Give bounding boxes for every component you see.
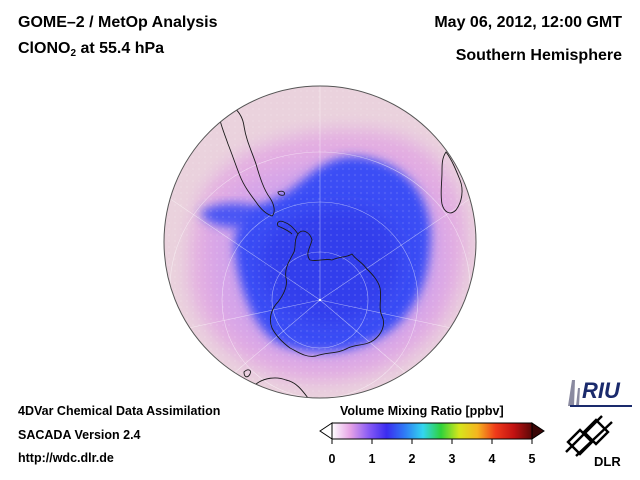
- dlr-logo-mark: [565, 415, 613, 457]
- africa-coast: [440, 151, 463, 214]
- colorbar-tick-label-3: 3: [448, 452, 456, 466]
- colorbar-under-arrow: [319, 422, 333, 440]
- species-subscript: 2: [70, 48, 77, 59]
- new-zealand-coast: [243, 369, 251, 378]
- colorbar-tick-marks: [331, 439, 533, 444]
- riu-logo: RIU: [568, 378, 632, 407]
- colorbar-title: Volume Mixing Ratio [ppbv]: [340, 404, 504, 418]
- antarctic-peninsula: [277, 220, 299, 235]
- globe-outline: [163, 85, 477, 399]
- map-title: GOME–2 / MetOp Analysis: [18, 14, 218, 31]
- dlr-logo: DLR: [565, 415, 621, 468]
- riu-logo-mark: [568, 380, 580, 406]
- antarctica-coast: [269, 230, 385, 357]
- riu-logo-text: RIU: [582, 378, 621, 403]
- colorbar-tick-label-1: 1: [368, 452, 376, 466]
- hemisphere-label: Southern Hemisphere: [455, 47, 622, 64]
- south-pole-marker: [318, 298, 322, 302]
- species-label: ClONO2 at 55.4 hPa: [18, 40, 164, 59]
- concentration-field: [164, 86, 476, 398]
- colorbar-tick-label-4: 4: [488, 452, 496, 466]
- colorbar-gradient: [331, 422, 533, 440]
- colorbar-tick-label-5: 5: [528, 452, 536, 466]
- info-version: SACADA Version 2.4: [18, 428, 141, 442]
- dlr-logo-text: DLR: [594, 454, 621, 468]
- colorbar-tick-label-2: 2: [408, 452, 416, 466]
- falklands: [277, 190, 285, 196]
- globe-map: [163, 85, 477, 399]
- info-url-link[interactable]: http://wdc.dlr.de: [18, 451, 114, 465]
- coastlines: [217, 102, 463, 398]
- colorbar: [319, 422, 545, 444]
- colorbar-tick-label-0: 0: [328, 452, 336, 466]
- info-assimilation: 4DVar Chemical Data Assimilation: [18, 404, 221, 418]
- species-suffix: at 55.4 hPa: [76, 40, 165, 57]
- colorbar-over-arrow: [531, 422, 545, 440]
- south-america-coast: [217, 102, 275, 217]
- species-prefix: ClONO: [18, 40, 71, 57]
- date-label: May 06, 2012, 12:00 GMT: [434, 14, 622, 31]
